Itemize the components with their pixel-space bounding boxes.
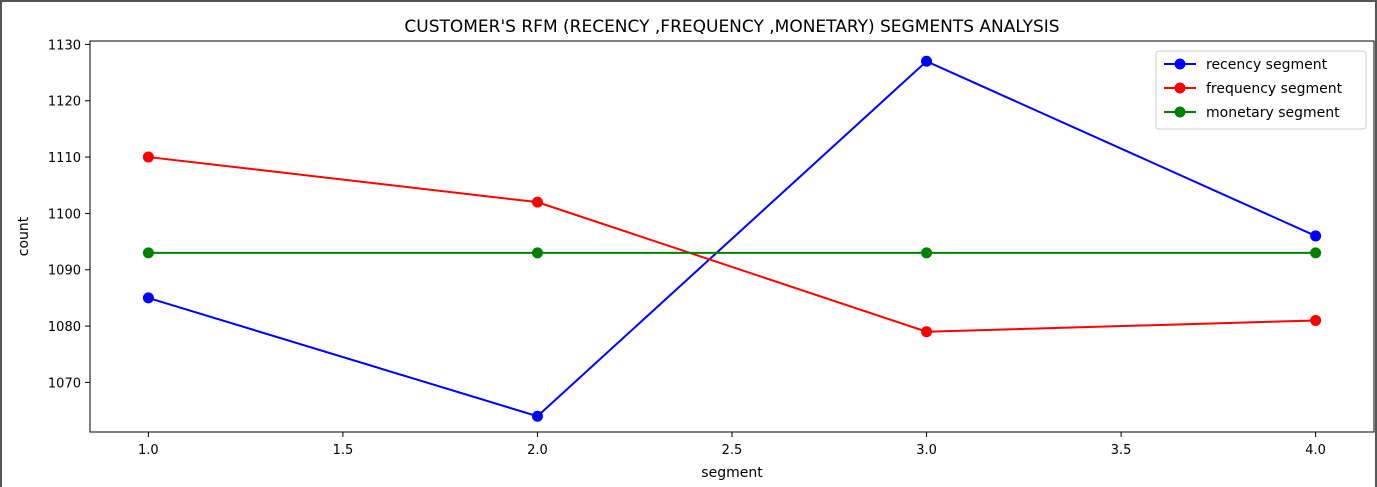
x-tick-label: 4.0	[1305, 443, 1326, 458]
series-line	[148, 60, 1317, 418]
y-tick-label: 1120	[48, 95, 81, 110]
data-point	[142, 292, 154, 304]
data-point	[1310, 230, 1322, 242]
legend-marker	[1174, 58, 1186, 70]
data-point	[531, 247, 543, 259]
x-tick-label: 3.5	[1111, 443, 1132, 458]
legend-item: recency segment	[1164, 57, 1328, 73]
data-point	[531, 410, 543, 422]
data-point	[921, 247, 933, 259]
data-point	[921, 55, 933, 67]
legend-label: recency segment	[1206, 57, 1328, 73]
x-tick-label: 2.0	[527, 443, 548, 458]
series-layer	[142, 55, 1322, 422]
x-tick-label: 2.5	[722, 443, 743, 458]
data-point	[142, 247, 154, 259]
legend-box	[1155, 50, 1367, 130]
y-tick-label: 1080	[48, 320, 81, 335]
legend-marker	[1174, 82, 1186, 94]
legend-item: monetary segment	[1164, 105, 1340, 121]
y-tick-label: 1110	[48, 151, 81, 166]
series-1	[142, 55, 1322, 422]
data-point	[142, 151, 154, 163]
chart-title: CUSTOMER'S RFM (RECENCY ,FREQUENCY ,MONE…	[404, 17, 1059, 37]
x-tick-label: 3.0	[916, 443, 937, 458]
data-point	[1310, 314, 1322, 326]
y-axis: 1070 1080 1090 1100 1110 1120 1130	[48, 38, 90, 391]
x-tick-label: 1.0	[138, 443, 159, 458]
y-tick-label: 1100	[48, 207, 81, 222]
series-2	[142, 151, 1322, 338]
data-point	[921, 326, 933, 338]
y-tick-label: 1070	[48, 376, 81, 391]
data-point	[1310, 247, 1322, 259]
x-axis: 1.0 1.5 2.0 2.5 3.0 3.5 4.0	[138, 432, 1326, 458]
series-3	[142, 247, 1322, 259]
data-point	[531, 196, 543, 208]
legend-marker	[1174, 106, 1186, 118]
legend-label: frequency segment	[1206, 81, 1343, 97]
series-line	[148, 156, 1316, 333]
y-tick-label: 1130	[48, 38, 81, 53]
x-axis-label: segment	[701, 465, 763, 481]
legend: recency segment frequency segment monetary…	[1155, 50, 1367, 130]
legend-label: monetary segment	[1206, 105, 1340, 121]
y-tick-label: 1090	[48, 264, 81, 279]
y-axis-label: count	[16, 216, 32, 256]
legend-item: frequency segment	[1164, 81, 1343, 97]
x-tick-label: 1.5	[333, 443, 354, 458]
